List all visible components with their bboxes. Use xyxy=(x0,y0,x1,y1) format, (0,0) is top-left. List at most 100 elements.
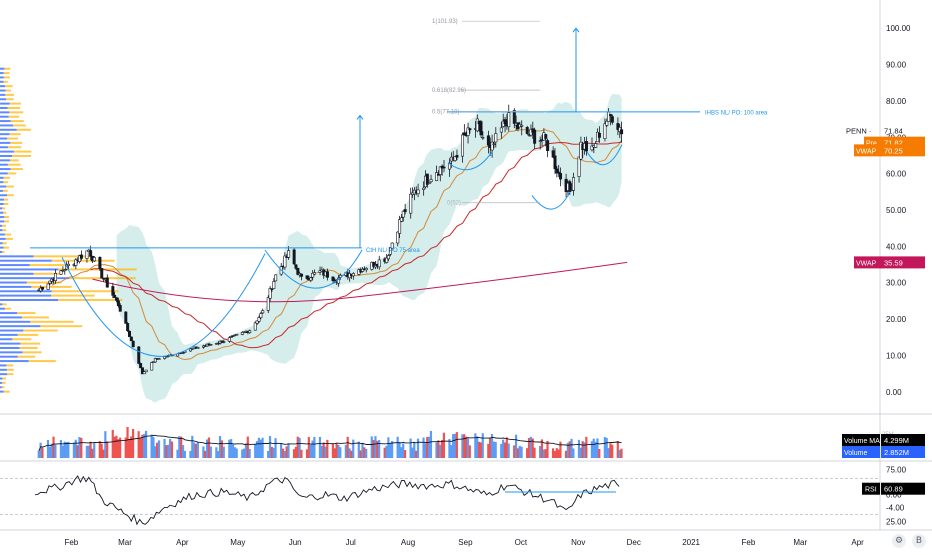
volume-bar xyxy=(85,445,88,458)
candle-body xyxy=(300,273,304,277)
volume-profile-bar xyxy=(0,141,11,144)
volume-profile-bar xyxy=(9,102,21,105)
volume-bar xyxy=(274,438,277,458)
candle-body xyxy=(139,363,143,369)
volume-bar xyxy=(539,446,542,458)
volume-profile-bar xyxy=(7,146,22,149)
volume-profile-bar xyxy=(0,89,6,92)
volume-profile-bar xyxy=(33,272,62,275)
volume-bar xyxy=(479,442,482,458)
candle-body xyxy=(126,323,130,332)
volume-profile-bar xyxy=(0,128,17,131)
volume-bar xyxy=(267,450,270,458)
volume-profile-bar xyxy=(3,76,10,79)
ihs-shoulder-arc xyxy=(447,151,493,171)
candle-body xyxy=(259,313,263,319)
value-tag-box xyxy=(854,256,882,269)
volume-bar xyxy=(489,438,492,458)
value-tag-value: 70.25 xyxy=(884,146,903,155)
volume-profile-bar xyxy=(0,346,20,349)
volume-bar xyxy=(39,442,42,458)
volume-bar xyxy=(154,446,157,458)
volume-profile-bar xyxy=(0,377,3,380)
volume-profile-bar xyxy=(0,298,59,301)
volume-profile-bar xyxy=(3,181,8,184)
volume-profile-bar xyxy=(0,255,34,258)
candle-body xyxy=(150,362,154,371)
volume-bar xyxy=(385,445,388,458)
volume-profile-bar xyxy=(0,194,8,197)
volume-bar xyxy=(577,439,581,458)
candle-body xyxy=(79,254,83,259)
volume-profile-bar xyxy=(19,346,38,349)
volume-bar xyxy=(180,436,183,458)
volume-bar xyxy=(596,438,599,458)
volume-profile-bar xyxy=(0,333,18,336)
volume-profile-bar xyxy=(7,137,19,140)
candle-body xyxy=(253,322,257,331)
volume-profile-bar xyxy=(0,202,4,205)
value-tag-value: 71.82 xyxy=(884,139,903,148)
candle-body xyxy=(274,274,278,282)
volume-profile-bar xyxy=(0,111,10,114)
date-axis-label: Mar xyxy=(118,538,132,547)
volume-bar xyxy=(594,441,597,458)
volume-bar xyxy=(603,437,606,458)
candle-body xyxy=(388,247,392,255)
candle-body xyxy=(268,287,272,299)
scale-icon[interactable]: B xyxy=(912,534,926,548)
volume-bar xyxy=(570,438,573,458)
volume-bar xyxy=(61,445,64,458)
volume-profile-bar xyxy=(0,150,14,153)
volume-bar xyxy=(241,449,244,458)
candle-body xyxy=(235,333,239,336)
volume-bar xyxy=(294,446,297,458)
volume-bar xyxy=(50,443,53,458)
volume-bar xyxy=(361,442,364,458)
candle-body xyxy=(396,231,400,244)
volume-bar xyxy=(428,436,431,458)
volume-profile-bar xyxy=(0,85,6,88)
volume-bar xyxy=(546,440,549,458)
volume-profile-bar xyxy=(7,373,14,376)
volume-bar xyxy=(126,427,129,458)
candle-body xyxy=(427,182,431,185)
settings-icon[interactable]: ⚙ xyxy=(892,534,906,548)
volume-profile-bar xyxy=(0,185,7,188)
value-tag-box xyxy=(881,434,925,446)
candle-body xyxy=(385,257,389,263)
volume-profile-bar xyxy=(2,381,6,384)
volume-bar xyxy=(132,428,135,458)
volume-profile-bar xyxy=(0,250,2,253)
volume-profile-bar xyxy=(51,294,95,297)
candle-body xyxy=(59,270,63,275)
volume-bar xyxy=(590,441,593,458)
volume-profile-bar xyxy=(0,268,59,271)
candle-body xyxy=(325,271,329,278)
volume-profile-bar xyxy=(7,106,20,109)
volume-profile-bar xyxy=(0,360,29,363)
volume-bar xyxy=(137,431,140,458)
price-tick-label: 60.00 xyxy=(886,170,907,179)
volume-bar xyxy=(396,436,399,458)
price-tick-label: 50.00 xyxy=(886,206,907,215)
candle-body xyxy=(53,273,57,281)
volume-bar xyxy=(246,436,249,458)
candle-body xyxy=(377,259,381,268)
volume-profile-bar xyxy=(0,115,9,118)
ihs-shoulder-arc xyxy=(586,144,623,166)
volume-profile-bar xyxy=(2,377,6,380)
volume-profile-bar xyxy=(0,338,13,341)
volume-bar xyxy=(206,439,209,458)
volume-profile-bar xyxy=(0,137,8,140)
volume-profile-bar xyxy=(33,255,93,258)
volume-bar xyxy=(222,446,225,458)
volume-profile-bar xyxy=(4,220,9,223)
volume-bar xyxy=(609,443,612,458)
candle-body xyxy=(140,367,144,375)
volume-bar xyxy=(620,448,623,458)
candle-body xyxy=(287,250,291,258)
candle-body xyxy=(401,210,405,218)
